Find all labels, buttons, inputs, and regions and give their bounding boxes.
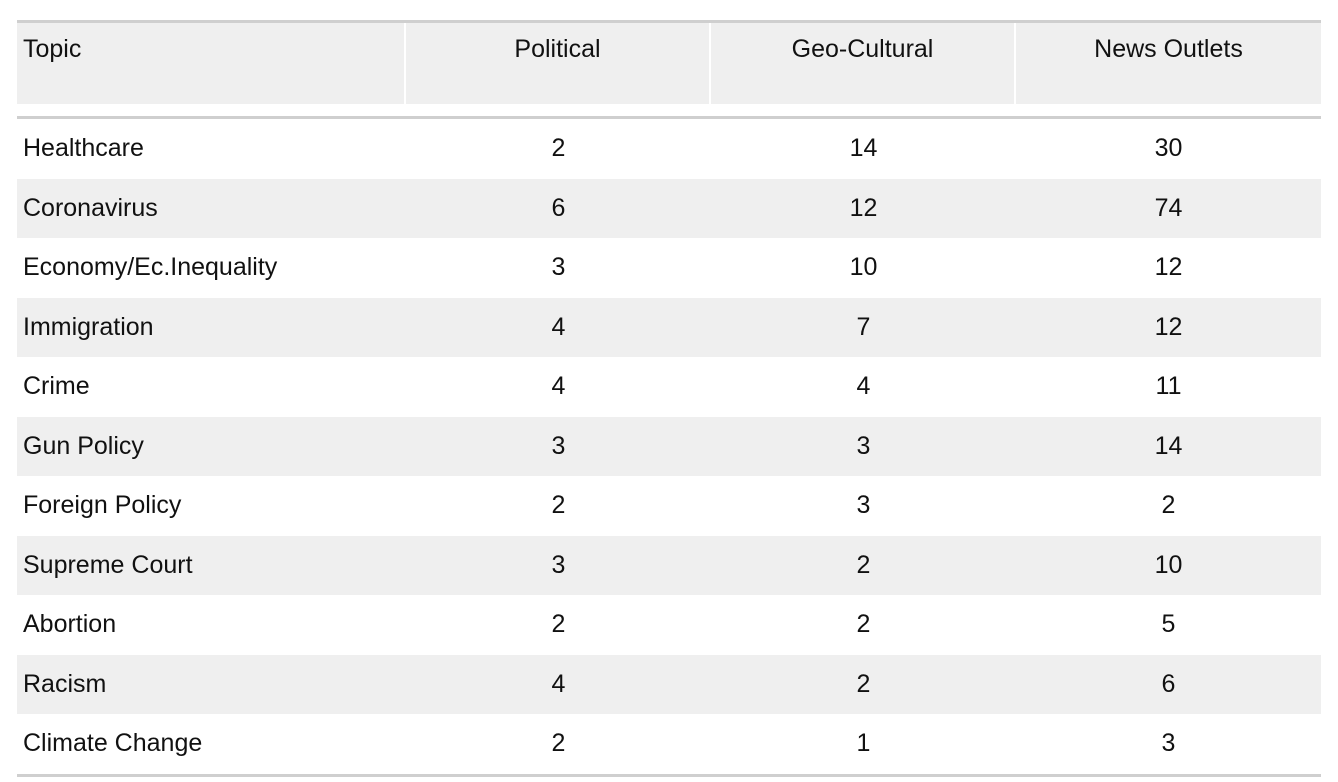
- news-outlets-cell: 5: [1161, 610, 1176, 639]
- political-cell: 4: [551, 669, 566, 698]
- political-cell: 6: [551, 193, 566, 222]
- news-outlets-cell: 14: [1154, 431, 1183, 460]
- table-row: Foreign Policy 2 3 2: [17, 476, 1321, 536]
- topic-cell: Racism: [23, 669, 107, 698]
- topic-cell: Healthcare: [23, 134, 144, 163]
- table-body: Healthcare 2 14 30 Coronavirus 6 12 74 Economy/E…: [17, 119, 1321, 774]
- header-news-outlets: News Outlets: [1016, 23, 1321, 104]
- table-row: Gun Policy 3 3 14: [17, 416, 1321, 476]
- topic-cell: Coronavirus: [23, 193, 158, 222]
- geo-cultural-cell: 2: [856, 550, 871, 579]
- header-geo-cultural: Geo-Cultural: [711, 23, 1016, 104]
- news-outlets-cell: 12: [1154, 253, 1183, 282]
- news-outlets-cell: 11: [1155, 372, 1182, 401]
- header-political: Political: [406, 23, 711, 104]
- news-outlets-cell: 2: [1161, 491, 1176, 520]
- table-header-row: Topic Political Geo-Cultural News Outlet…: [17, 23, 1321, 116]
- political-cell: 2: [551, 491, 566, 520]
- geo-cultural-cell: 10: [849, 253, 878, 282]
- political-cell: 4: [551, 312, 566, 341]
- topic-cell: Economy/Ec.Inequality: [23, 253, 278, 282]
- geo-cultural-cell: 7: [856, 312, 871, 341]
- table-row: Economy/Ec.Inequality 3 10 12: [17, 238, 1321, 298]
- geo-cultural-cell: 3: [856, 431, 871, 460]
- geo-cultural-cell: 4: [856, 372, 871, 401]
- table-row: Racism 4 2 6: [17, 654, 1321, 714]
- table-row: Coronavirus 6 12 74: [17, 178, 1321, 238]
- news-outlets-cell: 74: [1154, 193, 1183, 222]
- geo-cultural-cell: 2: [856, 610, 871, 639]
- news-outlets-cell: 12: [1154, 312, 1183, 341]
- political-cell: 3: [551, 253, 566, 282]
- news-outlets-cell: 30: [1154, 134, 1183, 163]
- political-cell: 2: [551, 729, 566, 758]
- topic-table: Topic Political Geo-Cultural News Outlet…: [17, 20, 1321, 777]
- news-outlets-cell: 10: [1154, 550, 1183, 579]
- geo-cultural-cell: 2: [856, 669, 871, 698]
- table-row: Supreme Court 3 2 10: [17, 535, 1321, 595]
- political-cell: 3: [551, 431, 566, 460]
- geo-cultural-cell: 12: [849, 193, 878, 222]
- political-cell: 3: [551, 550, 566, 579]
- political-cell: 4: [551, 372, 566, 401]
- header-topic: Topic: [17, 23, 406, 104]
- topic-cell: Crime: [23, 372, 90, 401]
- topic-cell: Abortion: [23, 610, 117, 639]
- topic-cell: Foreign Policy: [23, 491, 182, 520]
- political-cell: 2: [551, 134, 566, 163]
- table-row: Immigration 4 7 12: [17, 297, 1321, 357]
- geo-cultural-cell: 1: [856, 729, 871, 758]
- topic-cell: Gun Policy: [23, 431, 144, 460]
- geo-cultural-cell: 14: [849, 134, 878, 163]
- political-cell: 2: [551, 610, 566, 639]
- news-outlets-cell: 3: [1161, 729, 1176, 758]
- table-top-rule: [17, 20, 1321, 23]
- header-bottom-rule: [17, 116, 1321, 119]
- table-bottom-rule: [17, 773, 1321, 777]
- table-row: Crime 4 4 11: [17, 357, 1321, 417]
- topic-cell: Supreme Court: [23, 550, 193, 579]
- topic-cell: Immigration: [23, 312, 154, 341]
- table-row: Abortion 2 2 5: [17, 595, 1321, 655]
- geo-cultural-cell: 3: [856, 491, 871, 520]
- table-row: Healthcare 2 14 30: [17, 119, 1321, 179]
- topic-cell: Climate Change: [23, 729, 203, 758]
- table-row: Climate Change 2 1 3: [17, 714, 1321, 774]
- news-outlets-cell: 6: [1161, 669, 1176, 698]
